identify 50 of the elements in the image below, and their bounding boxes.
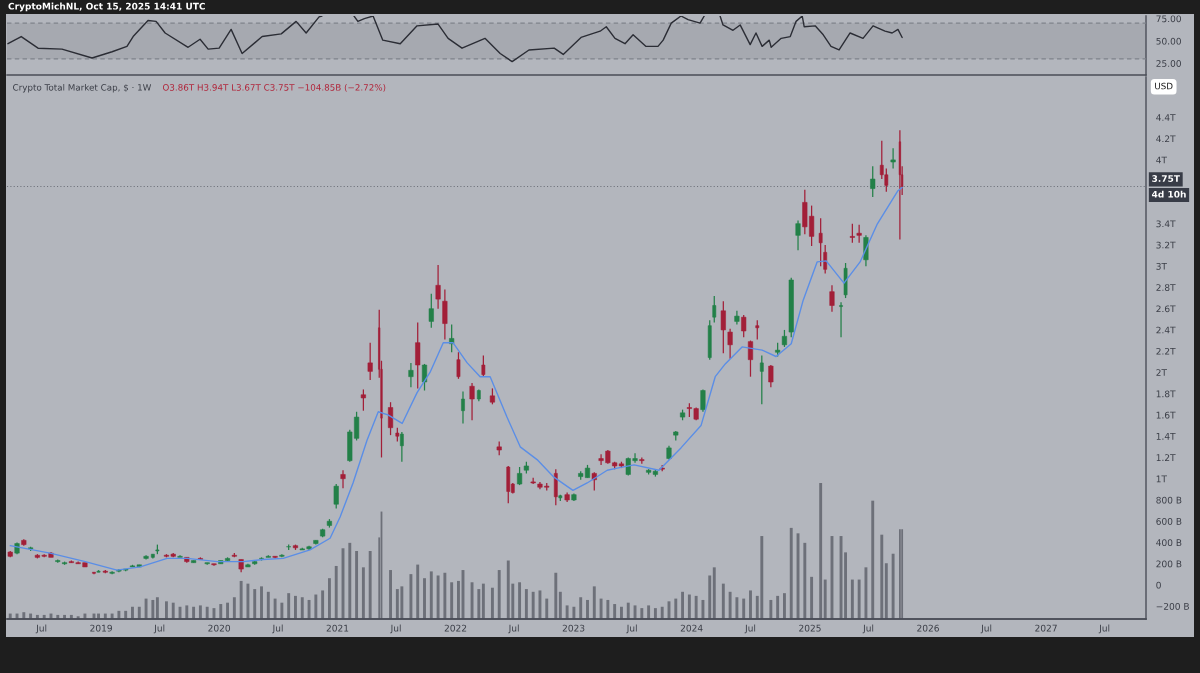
x-tick-label: Jul <box>272 624 283 634</box>
y-tick-label: 1.4T <box>1156 433 1176 440</box>
x-tick-label: Jul <box>153 624 165 634</box>
y-tick-label: 50.00 <box>1156 37 1181 45</box>
x-tick-label: 2022 <box>444 624 467 632</box>
x-tick-label: 2027 <box>1035 624 1057 632</box>
x-tick-label: Jul <box>980 624 992 634</box>
y-tick-label: 4T <box>1156 156 1168 164</box>
y-tick-label: 1.2T <box>1156 454 1176 461</box>
x-tick-label: 2023 <box>562 624 585 632</box>
y-tick-label: 75.00 <box>1156 15 1181 23</box>
x-tick-label: 2020 <box>208 624 231 632</box>
y-tick-label: 0 <box>1156 581 1161 589</box>
y-tick-label: 200 B <box>1156 560 1182 568</box>
text: Crypto Total Market Cap, $ · 1W <box>13 83 152 93</box>
y-tick-label: 2.2T <box>1156 347 1176 355</box>
x-tick-label: Jul <box>862 624 874 634</box>
y-tick-label: 1.8T <box>1156 390 1176 398</box>
y-tick-label: 2T <box>1156 369 1168 376</box>
x-tick-label: Jul <box>390 624 401 634</box>
y-tick-label: 4.4T <box>1156 114 1176 121</box>
y-tick-label: 4.2T <box>1156 135 1176 143</box>
annotation: O3.86T H3.94T L3.67T C3.75T −104.85B (−2.72%) <box>162 83 386 92</box>
x-tick-label: Jul <box>508 624 519 634</box>
x-tick-label: 2025 <box>799 624 821 632</box>
x-tick-label: Jul <box>35 624 47 634</box>
y-tick-label: 400 B <box>1156 539 1182 547</box>
x-tick-label: Jul <box>1098 624 1110 634</box>
text: 4d 10h <box>1151 190 1186 198</box>
x-tick-label: 2019 <box>90 624 112 632</box>
y-tick-label: −200 B <box>1156 602 1189 610</box>
y-tick-label: 2.8T <box>1156 284 1176 291</box>
y-tick-label: 25.00 <box>1156 60 1181 67</box>
x-tick-label: 2021 <box>326 624 349 632</box>
y-tick-label: 1.6T <box>1156 411 1176 419</box>
y-tick-label: 2.4T <box>1156 326 1176 334</box>
x-tick-label: 2024 <box>680 624 703 632</box>
y-tick-label: 3.4T <box>1156 220 1176 228</box>
x-tick-label: 2026 <box>917 624 939 632</box>
chart-title: CryptoMichNL, Oct 15, 2025 14:41 UTC <box>8 2 205 12</box>
y-tick-label: 2.6T <box>1156 305 1176 313</box>
text: USD <box>1155 82 1173 90</box>
ref-line-label: 3.75T <box>1152 175 1180 182</box>
x-tick-label: Jul <box>626 624 637 634</box>
y-tick-label: 3.2T <box>1156 241 1176 249</box>
y-tick-label: 3T <box>1156 262 1168 270</box>
y-tick-label: 1T <box>1156 475 1168 483</box>
x-tick-label: Jul <box>744 624 756 634</box>
y-tick-label: 600 B <box>1156 517 1182 525</box>
y-tick-label: 800 B <box>1156 496 1182 504</box>
